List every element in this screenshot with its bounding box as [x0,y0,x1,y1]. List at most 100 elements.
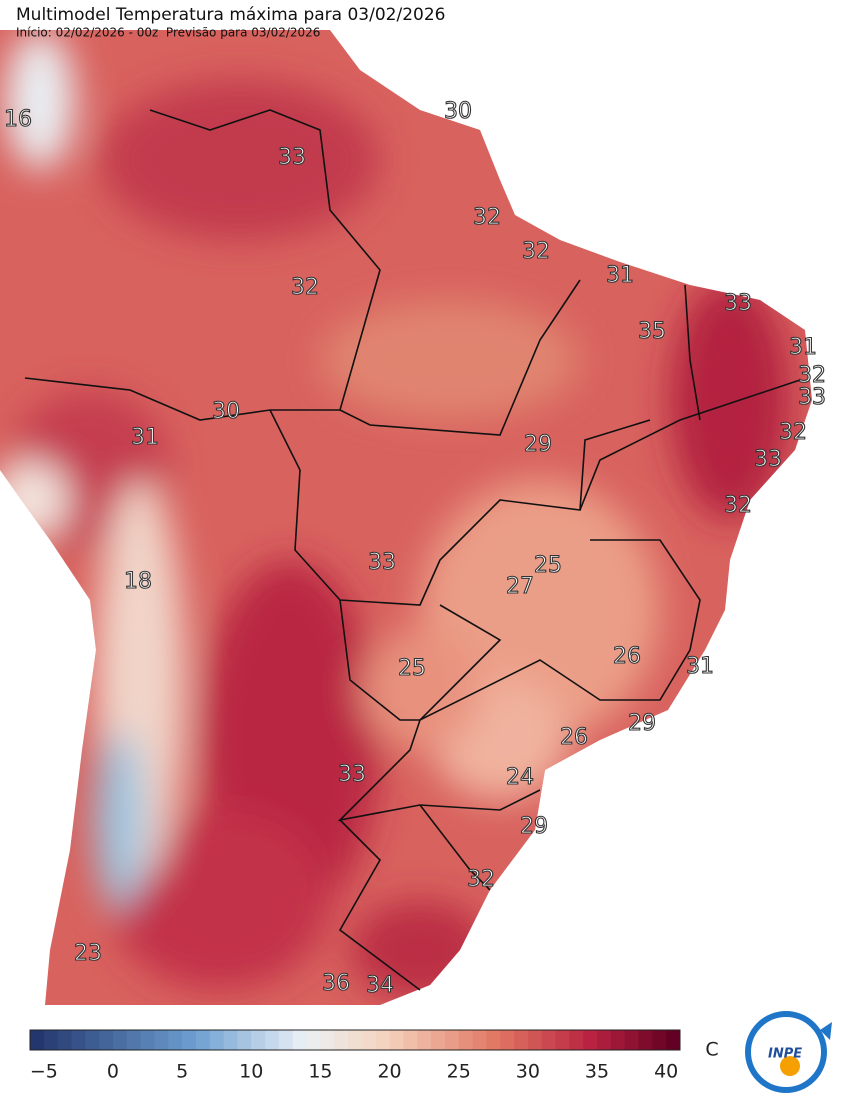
colorbar-tick-label: 30 [516,1061,540,1083]
colorbar-block [43,1030,59,1050]
temperature-label: 33 [754,447,782,472]
colorbar-block [348,1030,363,1050]
temperature-label: 31 [686,654,714,679]
colorbar-block [195,1030,211,1050]
temperature-label: 26 [560,725,588,750]
colorbar-block [514,1030,529,1050]
colorbar-block [486,1030,501,1050]
colorbar-tick-label: 15 [308,1061,332,1083]
logo-text: INPE [768,1047,802,1062]
temperature-label: 33 [798,385,826,410]
colorbar-block [30,1030,45,1050]
colorbar-tick-label: 25 [447,1061,471,1083]
colorbar-block [306,1030,321,1050]
temperature-label: 32 [779,420,807,445]
colorbar-block [389,1030,404,1050]
colorbar-block [375,1030,391,1050]
colorbar-block [569,1030,584,1050]
temperature-label: 32 [522,239,550,264]
colorbar-block [278,1030,294,1050]
inpe-logo: INPE [745,1011,832,1093]
colorbar-block [361,1030,377,1050]
temperature-field [0,30,812,1005]
colorbar-block [237,1030,252,1050]
colorbar-block [403,1030,418,1050]
colorbar-block [334,1030,349,1050]
temperature-label: 35 [638,319,666,344]
colorbar-block [527,1030,543,1050]
temperature-label: 31 [789,335,817,360]
colorbar-block [126,1030,142,1050]
colorbar-block [472,1030,487,1050]
temperature-label: 33 [278,145,306,170]
colorbar-frame [29,1029,681,1051]
colorbar-block [597,1030,612,1050]
temperature-label: 32 [724,493,752,518]
colorbar-block [541,1030,557,1050]
colorbar-unit: C [705,1039,718,1061]
colorbar-block [583,1030,598,1050]
colorbar-block [168,1030,183,1050]
colorbar-block [666,1030,681,1050]
colorbar-block [154,1030,169,1050]
colorbar-block [112,1030,128,1050]
temperature-label: 32 [473,205,501,230]
colorbar-block [292,1030,308,1050]
temperature-label: 16 [4,107,32,132]
temperature-label: 34 [366,973,394,998]
temperature-label: 18 [124,569,152,594]
temperature-label: 33 [338,762,366,787]
temperature-label: 26 [613,644,641,669]
temperature-label: 33 [724,291,752,316]
temperature-label: 29 [628,711,656,736]
temperature-label: 33 [368,550,396,575]
temperature-label: 31 [606,263,634,288]
temperature-label: 36 [322,971,350,996]
colorbar-block [610,1030,626,1050]
colorbar-tick-label: 40 [654,1061,678,1083]
map-subtitle: Início: 02/02/2026 - 00z Previsão para 0… [16,26,320,40]
temperature-label: 25 [534,553,562,578]
colorbar-tick-label: 0 [107,1061,119,1083]
colorbar-tick-label: 20 [377,1061,401,1083]
colorbar-block [500,1030,515,1050]
temperature-label: 29 [520,814,548,839]
colorbar-block [99,1030,114,1050]
colorbar-block [638,1030,653,1050]
temperature-label: 25 [398,656,426,681]
colorbar-block [624,1030,640,1050]
colorbar-block [85,1030,100,1050]
colorbar-block [57,1030,72,1050]
temperature-label: 30 [444,99,472,124]
colorbar-block [320,1030,335,1050]
colorbar-block [417,1030,432,1050]
temperature-label: 23 [74,941,102,966]
colorbar-block [223,1030,238,1050]
colorbar-block [458,1030,474,1050]
colorbar-tick-label: −5 [30,1061,58,1083]
temperature-label: 27 [506,574,534,599]
temperature-label: 32 [798,363,826,388]
colorbar-block [140,1030,155,1050]
temperature-label: 31 [131,425,159,450]
colorbar-tick-label: 35 [585,1061,609,1083]
temperature-label: 29 [524,432,552,457]
map-title: Multimodel Temperatura máxima para 03/02… [16,5,445,25]
colorbar-block [209,1030,225,1050]
colorbar-block [444,1030,460,1050]
temperature-label: 30 [212,399,240,424]
colorbar-block [431,1030,446,1050]
logo-sun [780,1056,800,1076]
logo-ring [745,1011,827,1093]
colorbar-block [555,1030,570,1050]
temperature-label: 32 [467,867,495,892]
colorbar-block [182,1030,197,1050]
logo-arrow [820,1022,832,1040]
colorbar-block [251,1030,266,1050]
temperature-label: 24 [506,765,534,790]
state-borders [24,109,801,991]
temperature-label: 32 [291,275,319,300]
colorbar-tick-label: 5 [176,1061,188,1083]
